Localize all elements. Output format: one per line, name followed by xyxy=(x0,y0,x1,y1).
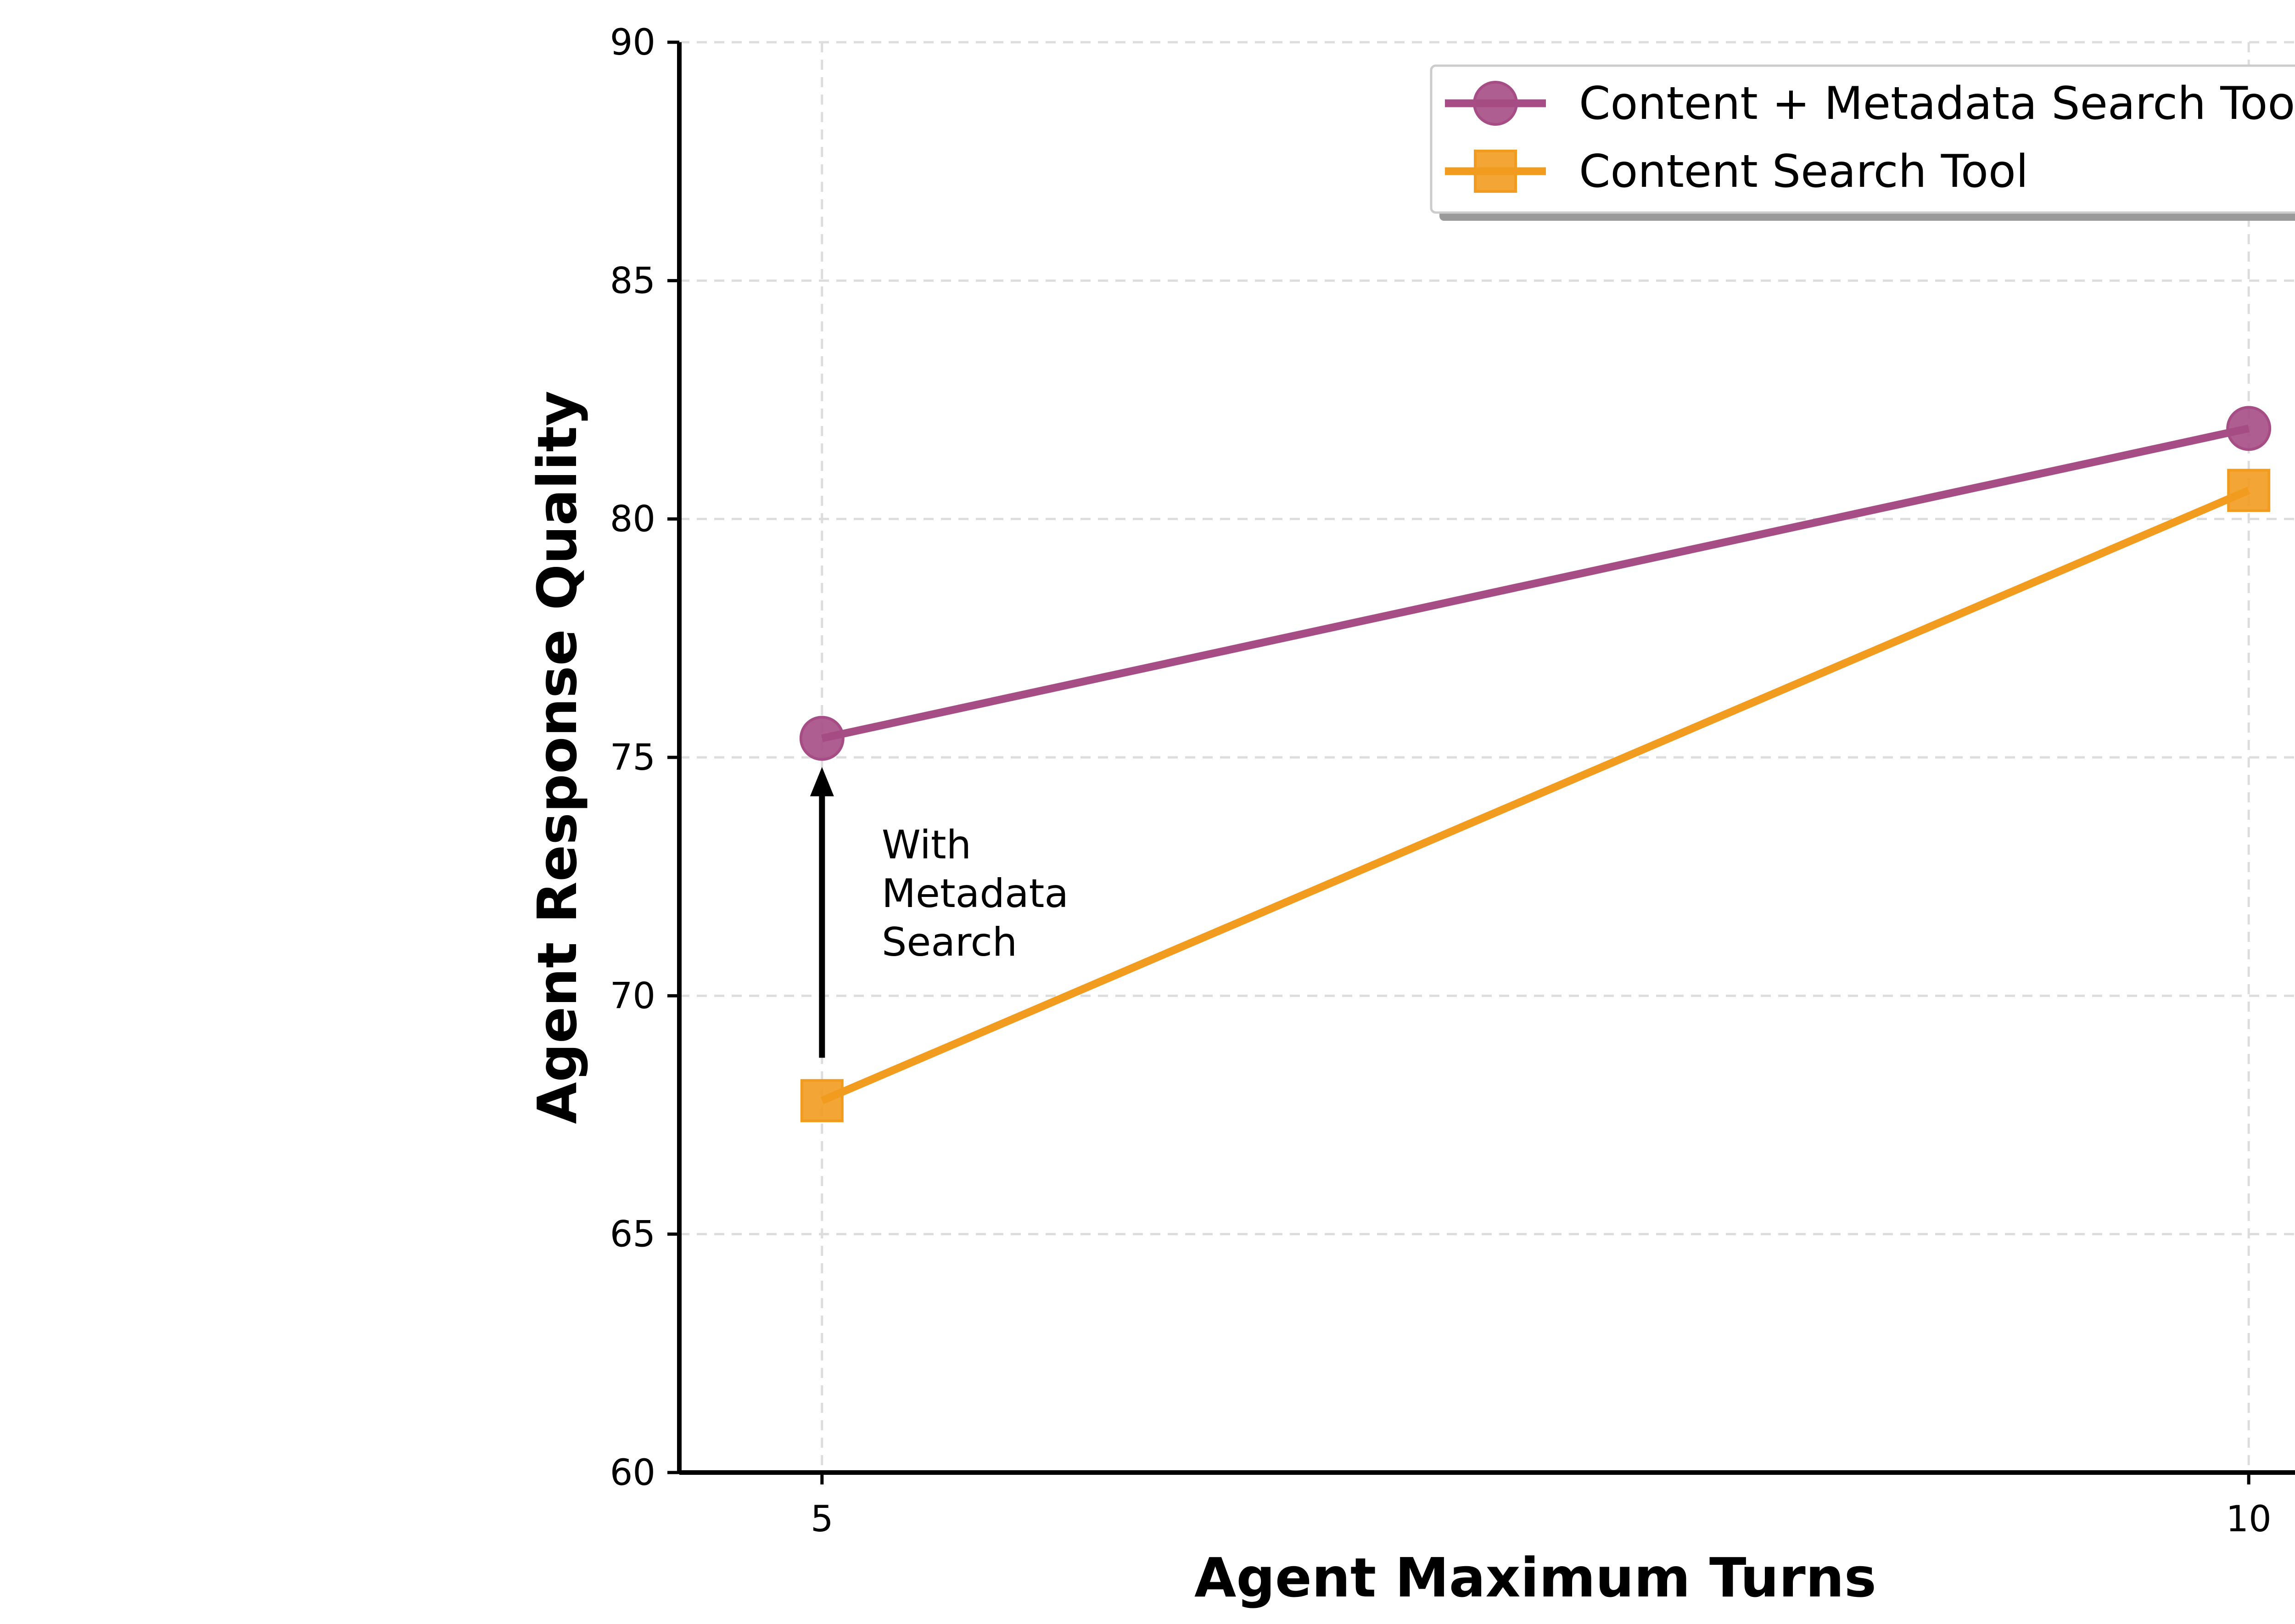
annotation-text-line-2: Metadata xyxy=(882,871,1069,917)
legend-item-2: Content Search Tool xyxy=(1445,146,2028,198)
series-layer xyxy=(799,406,2272,1122)
y-tick-label: 85 xyxy=(610,260,655,302)
annotation-text-line-1: With xyxy=(882,822,971,868)
y-tick-label: 60 xyxy=(610,1452,655,1494)
y-axis-title: Agent Response Quality xyxy=(526,391,589,1124)
legend-box xyxy=(1430,64,2295,214)
series-1 xyxy=(799,406,2272,761)
series-2 xyxy=(800,469,2271,1122)
legend-circle-marker xyxy=(1473,81,1518,126)
x-tick-label: 10 xyxy=(2226,1499,2272,1540)
legend-square-marker xyxy=(1474,150,1517,193)
ticks: 60 65 70 75 80 85 90 5 10 xyxy=(610,22,2272,1540)
legend-label: Content + Metadata Search Tools xyxy=(1579,78,2295,130)
x-axis-title: Agent Maximum Turns xyxy=(1194,1546,1876,1609)
y-tick-label: 80 xyxy=(610,499,655,540)
annotation-arrow-head xyxy=(810,767,834,796)
y-tick-label: 75 xyxy=(610,737,655,778)
y-tick-label: 70 xyxy=(610,975,655,1017)
legend-label: Content Search Tool xyxy=(1579,146,2028,198)
y-tick-label: 90 xyxy=(610,22,655,63)
circle-marker xyxy=(799,716,845,761)
circle-marker xyxy=(2226,406,2272,451)
legend: Content + Metadata Search Tools Content S… xyxy=(1430,64,2295,221)
legend-item-1: Content + Metadata Search Tools xyxy=(1445,78,2295,130)
x-tick-label: 5 xyxy=(811,1499,834,1540)
series-line xyxy=(821,425,2250,742)
square-marker xyxy=(800,1079,844,1122)
annotation: With Metadata Search xyxy=(810,767,1069,1058)
square-marker xyxy=(2227,469,2271,512)
series-line xyxy=(820,487,2250,1104)
grid xyxy=(679,41,2295,1474)
annotation-text-line-3: Search xyxy=(882,919,1017,965)
y-tick-label: 65 xyxy=(610,1214,655,1255)
